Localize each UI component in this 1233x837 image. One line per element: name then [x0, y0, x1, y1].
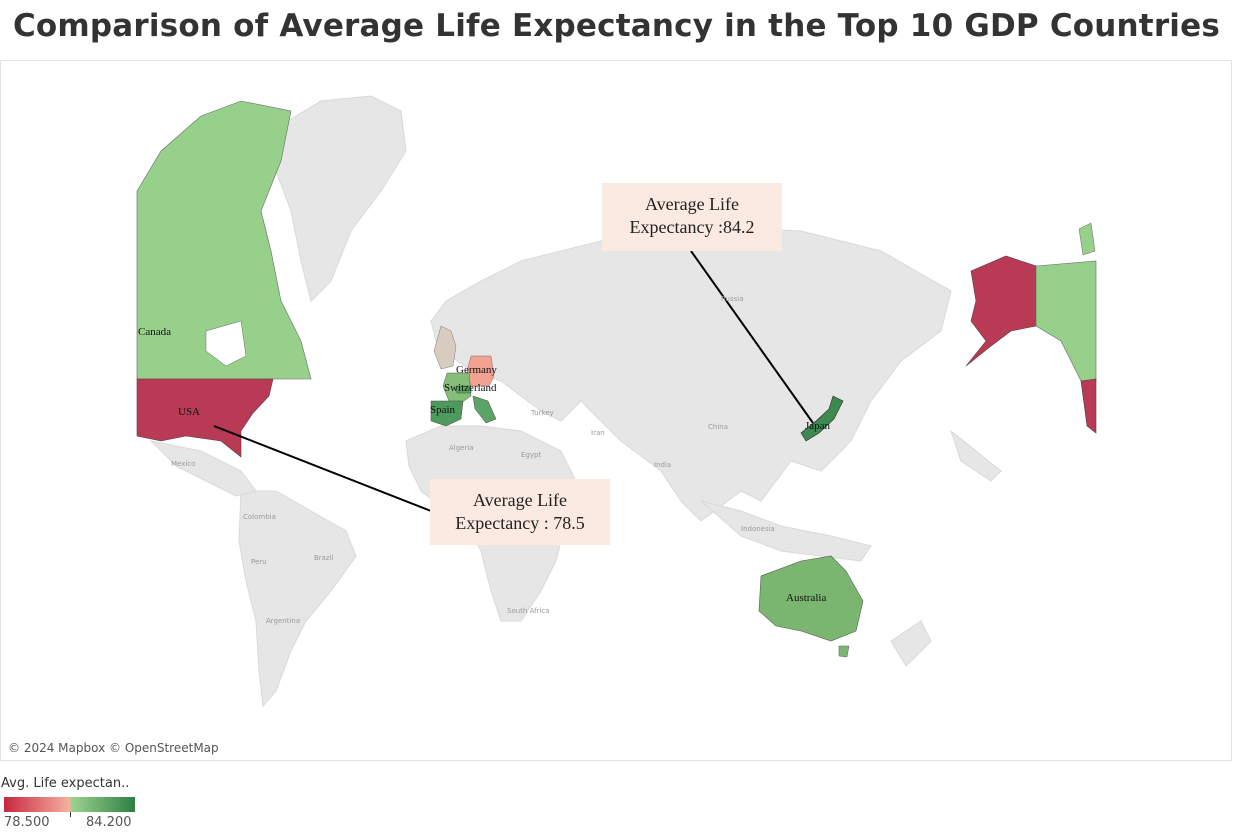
- callout-line2: Expectancy : 78.5: [455, 513, 585, 533]
- basemap-label: Mexico: [171, 460, 195, 468]
- hudson-bay-shape: [205, 320, 247, 367]
- basemap-label: Indonesia: [741, 525, 775, 533]
- country-italy[interactable]: [472, 395, 497, 424]
- basemap-land: [149, 95, 1002, 708]
- country-australia[interactable]: [758, 555, 864, 642]
- legend-color-ramp: [4, 797, 135, 812]
- new-zealand-shape: [890, 620, 932, 667]
- basemap-label: Peru: [251, 558, 267, 566]
- basemap-label: South Africa: [507, 607, 550, 615]
- canada-wrap-shape: [1035, 260, 1097, 382]
- country-switzerland[interactable]: [455, 385, 472, 394]
- country-label-canada: Canada: [138, 326, 171, 338]
- south-america-shape: [238, 490, 357, 708]
- basemap-label: Russia: [721, 295, 744, 303]
- basemap-label: Iran: [591, 429, 605, 437]
- country-label-usa: USA: [178, 406, 200, 418]
- country-germany[interactable]: [466, 355, 495, 387]
- central-america-shape: [149, 440, 257, 497]
- usa-wrap-shape: [1080, 378, 1097, 434]
- basemap-label: Turkey: [530, 409, 554, 417]
- world-map[interactable]: Russia China India Iran Turkey Egypt Alg…: [1, 61, 1231, 760]
- highlighted-countries[interactable]: [136, 100, 1097, 658]
- usa-callout-line: [213, 425, 432, 512]
- basemap-label: Algeria: [449, 444, 474, 452]
- arctic-island-wrap-shape: [1078, 222, 1096, 256]
- map-view[interactable]: Russia China India Iran Turkey Egypt Alg…: [0, 60, 1232, 761]
- japan-callout-line: [690, 250, 814, 424]
- alaska-shape: [965, 255, 1037, 367]
- callout-line1: Average Life: [472, 490, 568, 510]
- legend-tick: [70, 812, 71, 817]
- basemap-label: India: [654, 461, 671, 469]
- basemap-label: China: [708, 423, 728, 431]
- legend-title: Avg. Life expectan..: [1, 776, 130, 791]
- basemap-labels: Russia China India Iran Turkey Egypt Alg…: [171, 295, 775, 625]
- country-usa[interactable]: [136, 378, 274, 458]
- pacific-islands-shape: [949, 429, 1002, 482]
- callout-japan: Average Life Expectancy :84.2: [602, 183, 782, 251]
- callout-usa: Average Life Expectancy : 78.5: [430, 479, 610, 545]
- country-canada[interactable]: [136, 100, 312, 380]
- basemap-label: Brazil: [314, 554, 334, 562]
- country-label-spain: Spain: [430, 404, 456, 416]
- country-united-kingdom[interactable]: [433, 325, 457, 370]
- country-japan[interactable]: [800, 395, 844, 442]
- greenland-shape: [270, 95, 407, 302]
- country-label-japan: Japan: [805, 420, 831, 432]
- country-label-australia: Australia: [786, 592, 826, 604]
- callout-line2: Expectancy :84.2: [629, 217, 755, 237]
- country-labels: Canada USA Germany Switzerland Spain Jap…: [138, 326, 831, 604]
- basemap-label: Colombia: [243, 513, 276, 521]
- legend-max-value: 84.200: [86, 815, 132, 830]
- country-label-switzerland: Switzerland: [444, 382, 497, 394]
- callout-line1: Average Life: [644, 194, 740, 214]
- basemap-label: Egypt: [521, 451, 541, 459]
- country-spain[interactable]: [430, 400, 464, 427]
- tasmania-shape: [838, 645, 850, 658]
- basemap-label: Argentina: [266, 617, 300, 625]
- chart-title: Comparison of Average Life Expectancy in…: [12, 8, 1221, 44]
- map-attribution[interactable]: © 2024 Mapbox © OpenStreetMap: [8, 741, 219, 755]
- indonesia-shape: [700, 500, 872, 562]
- country-label-germany: Germany: [456, 364, 497, 376]
- legend-min-value: 78.500: [4, 815, 50, 830]
